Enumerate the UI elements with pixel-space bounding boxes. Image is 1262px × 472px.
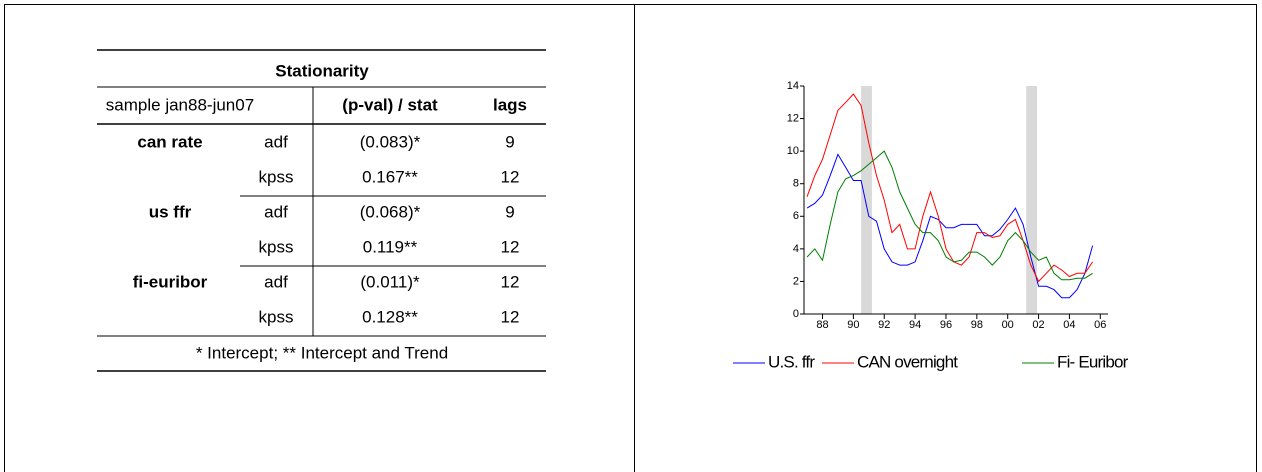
y-tick-label: 8 <box>793 178 799 190</box>
y-tick-label: 10 <box>787 145 799 157</box>
legend-label: CAN overnight <box>857 352 958 371</box>
legend-label: Fi- Euribor <box>1057 352 1129 371</box>
y-tick-label: 2 <box>793 275 799 287</box>
table: Stationarity sample jan88-jun07 (p-val) / … <box>97 49 546 372</box>
group-name: fi-euribor <box>133 272 208 291</box>
legend-label: U.S. ffr <box>768 352 815 371</box>
stat-cell: 0.167** <box>362 167 418 186</box>
x-tick-label: 06 <box>1094 319 1106 331</box>
y-tick-label: 12 <box>787 112 799 124</box>
frame <box>4 4 1257 472</box>
y-tick-label: 0 <box>793 308 799 320</box>
x-tick-label: 00 <box>1002 319 1014 331</box>
x-tick-label: 88 <box>816 319 828 331</box>
header-cell: (p-val) / stat <box>342 95 438 114</box>
x-tick-label: 90 <box>847 319 859 331</box>
footnote: * Intercept; ** Intercept and Trend <box>196 343 448 362</box>
y-tick-label: 6 <box>793 210 799 222</box>
test-cell: kpss <box>259 167 294 186</box>
series-line <box>806 150 1093 281</box>
test-cell: adf <box>264 272 288 291</box>
group-name: us ffr <box>149 202 192 221</box>
stat-cell: (0.068)* <box>360 202 421 221</box>
lags-cell: 12 <box>501 307 520 326</box>
y-tick-label: 4 <box>793 243 799 255</box>
test-cell: adf <box>264 202 288 221</box>
test-cell: kpss <box>259 237 294 256</box>
x-tick-label: 04 <box>1063 319 1075 331</box>
stat-cell: (0.011)* <box>360 272 420 291</box>
lags-cell: 12 <box>501 272 520 291</box>
lags-cell: 12 <box>501 237 520 256</box>
lags-cell: 9 <box>505 132 514 151</box>
lags-cell: 9 <box>505 202 514 221</box>
x-tick-label: 94 <box>909 319 921 331</box>
stat-cell: 0.128** <box>362 307 418 326</box>
stat-cell: 0.119** <box>363 237 418 256</box>
series-line <box>806 93 1094 283</box>
shaded-period <box>861 86 872 314</box>
lags-cell: 12 <box>501 167 520 186</box>
table-title: Stationarity <box>275 61 369 80</box>
shaded-period <box>1026 86 1038 314</box>
x-tick-label: 02 <box>1032 319 1044 331</box>
x-tick-label: 92 <box>878 319 890 331</box>
group-name: can rate <box>137 132 202 151</box>
header-cell: sample jan88-jun07 <box>106 95 254 114</box>
series-line <box>806 153 1094 299</box>
test-cell: adf <box>264 132 288 151</box>
y-tick-label: 14 <box>787 80 799 92</box>
x-tick-label: 98 <box>971 319 983 331</box>
test-cell: kpss <box>259 307 294 326</box>
stat-cell: (0.083)* <box>360 132 421 151</box>
x-tick-label: 96 <box>940 319 952 331</box>
header-cell: lags <box>493 95 527 114</box>
